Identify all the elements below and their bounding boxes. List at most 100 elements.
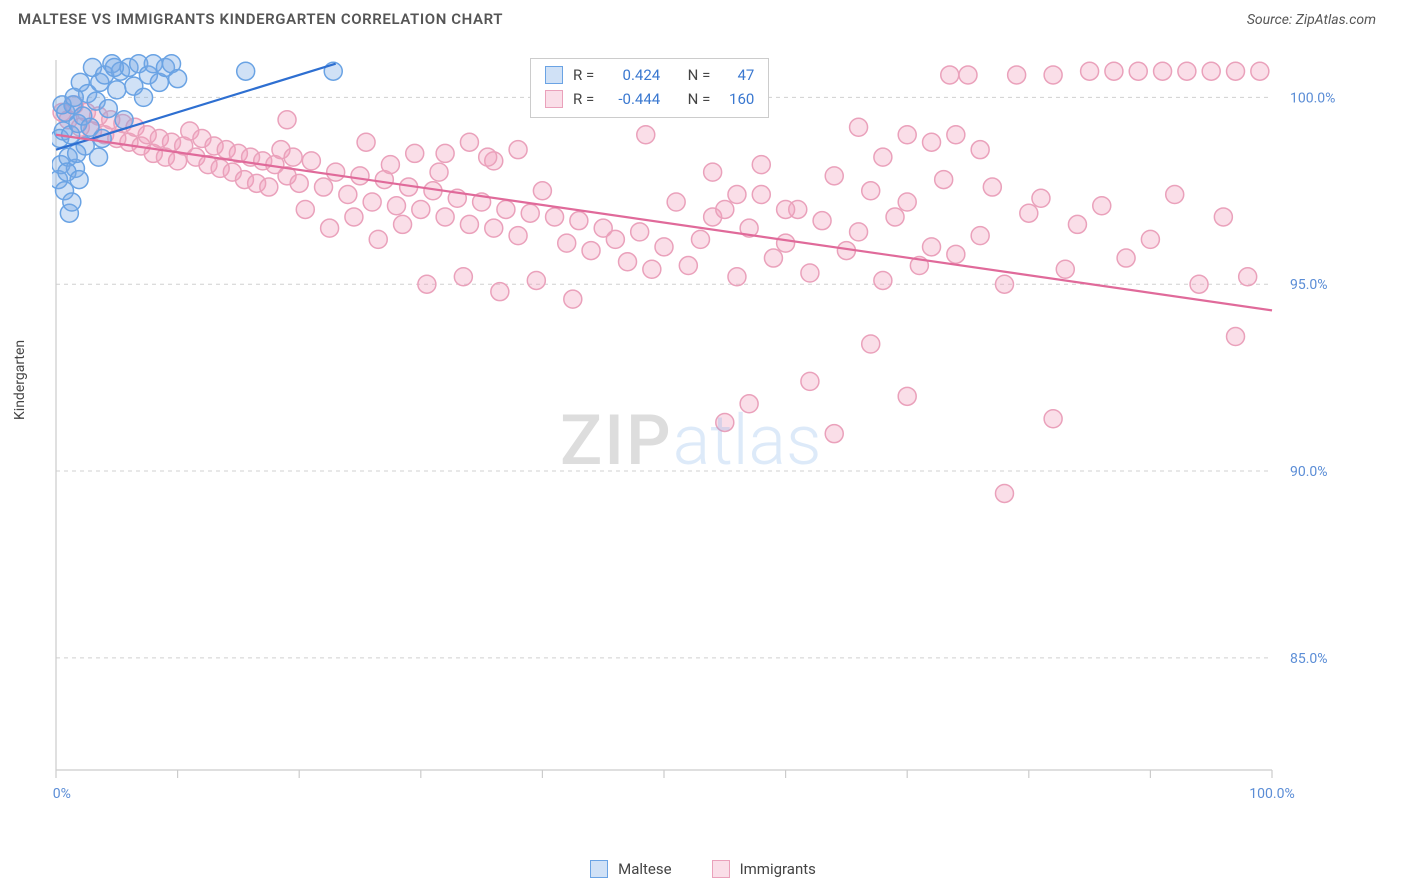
data-point-series1 <box>105 58 123 76</box>
data-point-series2 <box>1154 62 1172 80</box>
data-point-series2 <box>752 186 770 204</box>
data-point-series1 <box>135 88 153 106</box>
data-point-series2 <box>631 223 649 241</box>
n-label: N = <box>688 63 711 87</box>
data-point-series2 <box>1227 62 1245 80</box>
data-point-series2 <box>898 193 916 211</box>
data-point-series2 <box>886 208 904 226</box>
x-tick-label: 0.0% <box>52 786 71 802</box>
source-attribution: Source: ZipAtlas.com <box>1247 12 1376 28</box>
data-point-series2 <box>296 200 314 218</box>
swatch-series2 <box>545 90 563 108</box>
data-point-series2 <box>387 197 405 215</box>
data-point-series2 <box>1056 260 1074 278</box>
data-point-series2 <box>947 245 965 263</box>
data-point-series2 <box>558 234 576 252</box>
data-point-series2 <box>874 271 892 289</box>
data-point-series2 <box>345 208 363 226</box>
y-tick-label: 90.0% <box>1290 464 1328 480</box>
chart-title: MALTESE VS IMMIGRANTS KINDERGARTEN CORRE… <box>18 10 503 28</box>
data-point-series1 <box>169 70 187 88</box>
data-point-series2 <box>278 111 296 129</box>
data-point-series1 <box>65 88 83 106</box>
series2-r-value: -0.444 <box>604 87 660 111</box>
data-point-series2 <box>412 200 430 218</box>
data-point-series2 <box>971 227 989 245</box>
data-point-series2 <box>1239 268 1257 286</box>
data-point-series2 <box>850 223 868 241</box>
data-point-series2 <box>521 204 539 222</box>
legend-label-series1: Maltese <box>618 860 671 878</box>
data-point-series2 <box>825 425 843 443</box>
data-point-series2 <box>1032 189 1050 207</box>
legend-swatch-series2 <box>712 860 730 878</box>
data-point-series2 <box>509 227 527 245</box>
data-point-series2 <box>1178 62 1196 80</box>
x-tick-label: 100.0% <box>1249 786 1294 802</box>
data-point-series2 <box>716 413 734 431</box>
series2-n-value: 160 <box>720 87 754 111</box>
data-point-series2 <box>418 275 436 293</box>
data-point-series2 <box>691 230 709 248</box>
data-point-series2 <box>460 133 478 151</box>
data-point-series2 <box>923 238 941 256</box>
data-point-series2 <box>290 174 308 192</box>
y-tick-label: 100.0% <box>1290 90 1335 106</box>
data-point-series2 <box>339 186 357 204</box>
data-point-series2 <box>327 163 345 181</box>
y-tick-label: 85.0% <box>1290 651 1328 667</box>
info-row-series2: R = -0.444 N = 160 <box>545 87 754 111</box>
data-point-series1 <box>108 81 126 99</box>
source-name: ZipAtlas.com <box>1296 12 1376 28</box>
data-point-series2 <box>777 200 795 218</box>
data-point-series2 <box>1129 62 1147 80</box>
legend-label-series2: Immigrants <box>740 860 816 878</box>
data-point-series2 <box>716 200 734 218</box>
data-point-series2 <box>801 264 819 282</box>
legend-swatch-series1 <box>590 860 608 878</box>
chart-header: MALTESE VS IMMIGRANTS KINDERGARTEN CORRE… <box>0 0 1406 34</box>
data-point-series2 <box>1020 204 1038 222</box>
data-point-series2 <box>381 156 399 174</box>
data-point-series2 <box>862 182 880 200</box>
data-point-series2 <box>497 200 515 218</box>
n-label: N = <box>688 87 711 111</box>
data-point-series2 <box>1141 230 1159 248</box>
data-point-series2 <box>1117 249 1135 267</box>
data-point-series2 <box>941 66 959 84</box>
data-point-series2 <box>655 238 673 256</box>
data-point-series2 <box>321 219 339 237</box>
data-point-series2 <box>995 484 1013 502</box>
data-point-series2 <box>460 215 478 233</box>
data-point-series2 <box>801 372 819 390</box>
data-point-series2 <box>363 193 381 211</box>
data-point-series2 <box>1093 197 1111 215</box>
data-point-series2 <box>436 144 454 162</box>
data-point-series2 <box>983 178 1001 196</box>
data-point-series2 <box>570 212 588 230</box>
data-point-series1 <box>63 193 81 211</box>
swatch-series1 <box>545 66 563 84</box>
data-point-series2 <box>777 234 795 252</box>
data-point-series2 <box>357 133 375 151</box>
data-point-series2 <box>351 167 369 185</box>
data-point-series2 <box>406 144 424 162</box>
data-point-series1 <box>68 144 86 162</box>
data-point-series2 <box>509 141 527 159</box>
data-point-series2 <box>1044 410 1062 428</box>
data-point-series2 <box>302 152 320 170</box>
data-point-series2 <box>643 260 661 278</box>
data-point-series2 <box>704 163 722 181</box>
data-point-series2 <box>315 178 333 196</box>
data-point-series2 <box>923 133 941 151</box>
legend-item-series1: Maltese <box>590 860 671 878</box>
data-point-series2 <box>862 335 880 353</box>
data-point-series2 <box>564 290 582 308</box>
data-point-series2 <box>527 271 545 289</box>
data-point-series2 <box>533 182 551 200</box>
plot-svg: 85.0%90.0%95.0%100.0%0.0%100.0% <box>52 50 1372 810</box>
data-point-series1 <box>237 62 255 80</box>
data-point-series2 <box>740 395 758 413</box>
data-point-series2 <box>436 208 454 226</box>
data-point-series2 <box>874 148 892 166</box>
